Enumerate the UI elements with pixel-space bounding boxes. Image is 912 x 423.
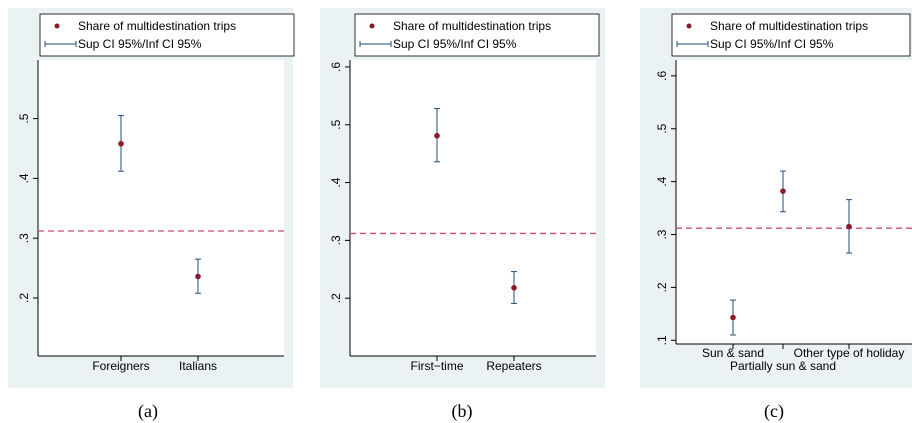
data-point	[195, 273, 201, 280]
y-tick-label: .3	[329, 235, 343, 245]
legend-box	[671, 13, 911, 57]
y-tick-label: .5	[329, 119, 343, 129]
category-label: Foreigners	[92, 359, 149, 373]
y-tick-label: .3	[17, 233, 31, 243]
category-label: Italians	[179, 359, 217, 373]
y-tick-label: .3	[655, 229, 669, 239]
legend-ci-label: Sup CI 95%/Inf CI 95%	[78, 37, 202, 51]
y-tick-label: .2	[329, 293, 343, 303]
plot-area	[676, 60, 912, 344]
data-point	[118, 140, 124, 147]
y-tick-label: .6	[329, 62, 343, 72]
y-tick-label: .4	[329, 177, 343, 187]
category-label: Repeaters	[486, 359, 541, 373]
chart-panel-2: .2 .3 .4 .5 .6 First−time Repeaters Share of mu…	[320, 8, 605, 422]
y-tick-label: .6	[655, 71, 669, 81]
legend-point-marker	[369, 23, 375, 29]
legend-point-label: Share of multidestination trips	[393, 19, 551, 33]
legend-box	[354, 13, 600, 57]
y-tick-label: .5	[655, 123, 669, 133]
panel-caption: (c)	[764, 401, 784, 422]
data-point	[434, 132, 440, 139]
y-tick-label: .1	[655, 335, 669, 345]
data-point	[780, 188, 786, 194]
category-label: Sun & sand	[702, 346, 764, 360]
y-tick-label: .4	[17, 173, 31, 183]
data-point	[846, 223, 852, 230]
legend-point-label: Share of multidestination trips	[78, 19, 236, 33]
data-point	[730, 314, 736, 321]
y-tick-label: .2	[17, 293, 31, 303]
plot-area	[38, 60, 284, 356]
category-label: First−time	[410, 359, 463, 373]
chart-panel-1: .2 .3 .4 .5 Foreigners Italians Share of multi…	[8, 8, 295, 422]
y-tick-label: .5	[17, 113, 31, 123]
category-label: Other type of holiday	[794, 346, 905, 360]
legend-point-label: Share of multidestination trips	[710, 19, 868, 33]
panel-caption: (a)	[138, 401, 158, 422]
legend-ci-label: Sup CI 95%/Inf CI 95%	[393, 37, 517, 51]
legend-point-marker	[54, 23, 60, 29]
data-point	[511, 284, 517, 291]
panel-caption: (b)	[452, 401, 473, 422]
y-tick-label: .4	[655, 176, 669, 186]
y-tick-label: .2	[655, 282, 669, 292]
legend-point-marker	[686, 23, 692, 29]
category-label: Partially sun & sand	[730, 359, 836, 373]
plot-area	[350, 60, 596, 356]
legend-ci-label: Sup CI 95%/Inf CI 95%	[710, 37, 834, 51]
legend-box	[39, 13, 295, 57]
